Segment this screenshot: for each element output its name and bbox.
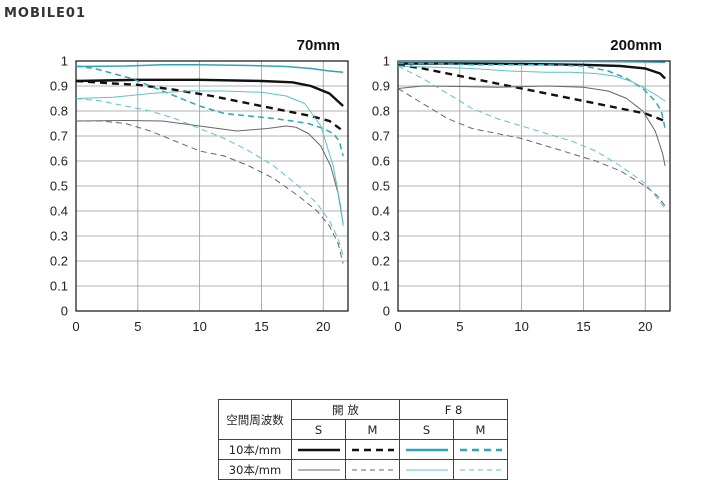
- x-tick-label: 10: [192, 319, 206, 334]
- y-tick-label: 0.5: [50, 179, 68, 194]
- series-line-1: [397, 63, 666, 123]
- series-line-4: [398, 60, 666, 64]
- legend-col-m: M: [345, 419, 400, 440]
- legend-col-s: S: [291, 419, 346, 440]
- y-tick-label: 0.2: [50, 254, 68, 269]
- y-tick-label: 0.7: [372, 129, 390, 144]
- y-tick-label: 0.1: [50, 279, 68, 294]
- series-line-1: [75, 79, 344, 132]
- legend-group-open: 開 放: [291, 399, 400, 420]
- series-line-3: [76, 120, 344, 264]
- x-tick-label: 20: [638, 319, 652, 334]
- series-line-5: [75, 65, 344, 157]
- y-tick-label: 0.3: [50, 229, 68, 244]
- y-tick-label: 0.2: [372, 254, 390, 269]
- mobile01-logo: MOBILE01: [4, 6, 86, 21]
- x-tick-label: 0: [72, 319, 79, 334]
- legend-swatch-f8-30-m: [459, 469, 502, 470]
- x-tick-label: 15: [254, 319, 268, 334]
- y-tick-label: 0.9: [372, 79, 390, 94]
- legend-swatch-f8-10-m: [459, 448, 502, 451]
- legend-swatch-open-30-m: [351, 469, 394, 470]
- x-tick-label: 15: [576, 319, 590, 334]
- y-tick-label: 0.9: [50, 79, 68, 94]
- series-line-3: [397, 88, 666, 207]
- y-tick-label: 0: [383, 304, 390, 319]
- y-tick-label: 0.8: [372, 104, 390, 119]
- y-tick-label: 0: [61, 304, 68, 319]
- chart-title: 200mm: [610, 37, 662, 54]
- legend-row-30lp: 30本/mm: [218, 459, 292, 480]
- logo-text: MOBILE01: [4, 6, 86, 21]
- legend-col-s: S: [399, 419, 454, 440]
- y-tick-label: 0.4: [50, 204, 68, 219]
- series-line-2: [397, 85, 666, 167]
- series-line-0: [398, 62, 666, 80]
- series-line-4: [75, 64, 344, 74]
- mtf-charts: 00.10.20.30.40.50.60.70.80.910 5 10 15 2070m…: [50, 37, 671, 334]
- x-tick-label: 20: [316, 319, 330, 334]
- y-tick-label: 1: [61, 54, 68, 69]
- legend-swatch-open-10-m: [351, 448, 394, 451]
- legend-swatch-f8-30-s: [405, 469, 448, 470]
- series-line-0: [75, 78, 344, 107]
- legend-swatch-f8-10-s: [405, 448, 448, 451]
- y-tick-label: 0.4: [372, 204, 390, 219]
- series-line-6: [75, 90, 344, 227]
- plot-frame: [75, 60, 349, 312]
- series-line-5: [398, 62, 666, 129]
- series-line-7: [397, 65, 666, 209]
- x-tick-label: 5: [134, 319, 141, 334]
- legend-swatch-open-30-s: [297, 469, 340, 470]
- y-tick-label: 0.6: [372, 154, 390, 169]
- y-tick-label: 0.1: [372, 279, 390, 294]
- chart-panel-1: 00.10.20.30.40.50.60.70.80.910 5 10 15 20200…: [372, 37, 671, 334]
- y-tick-label: 1: [383, 54, 390, 69]
- y-tick-label: 0.6: [50, 154, 68, 169]
- mtf-legend-table: 空間周波数 開 放 F 8 S M S M 10本/mm 30本/mm: [218, 399, 508, 480]
- x-tick-label: 5: [456, 319, 463, 334]
- series-line-6: [397, 65, 666, 102]
- chart-panel-0: 00.10.20.30.40.50.60.70.80.910 5 10 15 2070m…: [50, 37, 349, 334]
- x-tick-label: 10: [514, 319, 528, 334]
- chart-title: 70mm: [297, 37, 340, 54]
- y-tick-label: 0.7: [50, 129, 68, 144]
- x-tick-label: 0: [394, 319, 401, 334]
- legend-corner-label: 空間周波数: [218, 399, 292, 440]
- y-tick-label: 0.3: [372, 229, 390, 244]
- series-line-2: [75, 120, 344, 224]
- legend-swatch-open-10-s: [297, 448, 340, 451]
- legend-col-m: M: [453, 419, 508, 440]
- y-tick-label: 0.8: [50, 104, 68, 119]
- legend-row-10lp: 10本/mm: [218, 439, 292, 460]
- series-line-7: [75, 98, 344, 257]
- legend-group-f8: F 8: [399, 399, 508, 420]
- y-tick-label: 0.5: [372, 179, 390, 194]
